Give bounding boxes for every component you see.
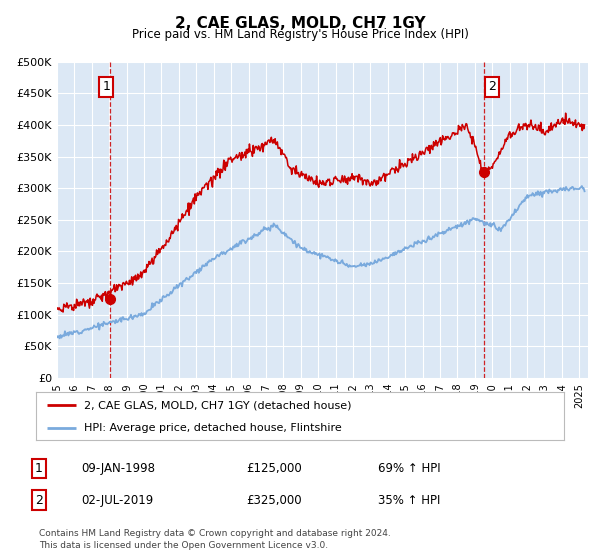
Text: £325,000: £325,000	[246, 493, 302, 507]
Text: 2, CAE GLAS, MOLD, CH7 1GY: 2, CAE GLAS, MOLD, CH7 1GY	[175, 16, 425, 31]
Text: 02-JUL-2019: 02-JUL-2019	[81, 493, 153, 507]
Text: 69% ↑ HPI: 69% ↑ HPI	[378, 462, 440, 475]
Text: HPI: Average price, detached house, Flintshire: HPI: Average price, detached house, Flin…	[83, 423, 341, 433]
Text: 2: 2	[35, 493, 43, 507]
Text: 1: 1	[35, 462, 43, 475]
Text: 2, CAE GLAS, MOLD, CH7 1GY (detached house): 2, CAE GLAS, MOLD, CH7 1GY (detached hou…	[83, 400, 351, 410]
Text: 2: 2	[488, 81, 496, 94]
Text: 1: 1	[103, 81, 110, 94]
Text: 35% ↑ HPI: 35% ↑ HPI	[378, 493, 440, 507]
Text: £125,000: £125,000	[246, 462, 302, 475]
Text: 09-JAN-1998: 09-JAN-1998	[81, 462, 155, 475]
Text: Contains HM Land Registry data © Crown copyright and database right 2024.
This d: Contains HM Land Registry data © Crown c…	[39, 529, 391, 550]
Text: Price paid vs. HM Land Registry's House Price Index (HPI): Price paid vs. HM Land Registry's House …	[131, 28, 469, 41]
